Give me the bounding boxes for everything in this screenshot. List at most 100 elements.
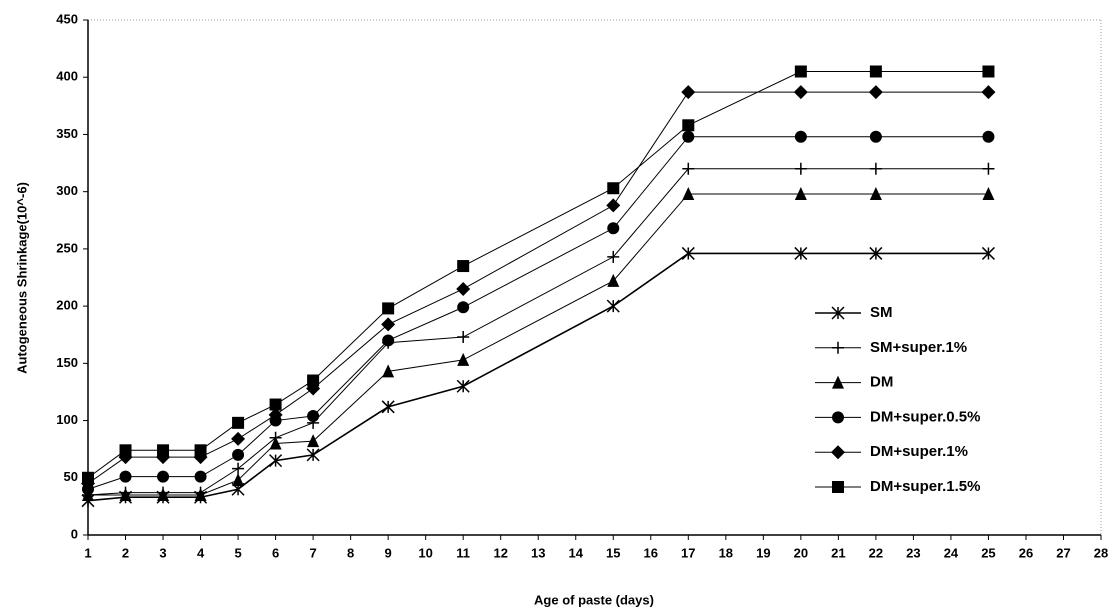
- marker: [457, 352, 470, 366]
- marker: [194, 487, 207, 501]
- marker: [194, 470, 207, 483]
- marker: [381, 317, 396, 332]
- marker: [831, 306, 845, 320]
- x-tick-label: 6: [272, 545, 279, 560]
- marker: [232, 473, 245, 487]
- marker: [682, 162, 695, 175]
- marker: [119, 487, 132, 501]
- y-tick-label: 100: [56, 412, 78, 427]
- marker: [794, 186, 807, 200]
- marker: [832, 411, 844, 424]
- marker: [307, 409, 320, 422]
- x-tick-label: 3: [159, 545, 166, 560]
- y-tick-label: 250: [56, 240, 78, 255]
- marker: [82, 471, 94, 484]
- marker: [307, 374, 320, 387]
- x-tick-label: 27: [1056, 545, 1070, 560]
- marker: [306, 448, 320, 462]
- marker: [382, 364, 395, 378]
- x-tick-label: 13: [531, 545, 545, 560]
- marker: [231, 431, 246, 446]
- marker: [194, 444, 207, 457]
- x-axis-label: Age of paste (days): [534, 592, 654, 607]
- legend-label: DM+super.0.5%: [870, 408, 980, 425]
- marker: [982, 130, 995, 143]
- legend-label: DM+super.1.5%: [870, 478, 980, 495]
- marker: [269, 398, 282, 411]
- y-tick-label: 300: [56, 183, 78, 198]
- y-tick-label: 50: [64, 469, 78, 484]
- marker: [119, 444, 132, 457]
- marker: [232, 448, 245, 461]
- marker: [793, 85, 808, 100]
- marker: [606, 299, 620, 313]
- y-tick-label: 0: [71, 526, 78, 541]
- marker: [157, 487, 170, 501]
- legend-label: DM+super.1%: [870, 443, 968, 460]
- series-line: [87, 136, 989, 490]
- x-tick-label: 1: [84, 545, 91, 560]
- x-tick-label: 23: [906, 545, 920, 560]
- x-tick-label: 11: [456, 545, 470, 560]
- legend-label: SM: [870, 304, 893, 321]
- marker: [832, 481, 844, 493]
- x-tick-label: 18: [719, 545, 733, 560]
- marker: [869, 246, 883, 260]
- marker: [682, 130, 695, 143]
- marker: [607, 250, 620, 263]
- marker: [457, 301, 470, 314]
- x-tick-label: 9: [385, 545, 392, 560]
- x-tick-label: 20: [794, 545, 808, 560]
- marker: [607, 182, 620, 195]
- y-tick-label: 450: [56, 11, 78, 26]
- marker: [607, 273, 620, 287]
- x-tick-label: 24: [944, 545, 959, 560]
- marker: [832, 341, 844, 354]
- marker: [981, 85, 996, 100]
- x-tick-label: 26: [1019, 545, 1033, 560]
- marker: [457, 260, 470, 273]
- marker: [307, 434, 320, 448]
- marker: [119, 470, 132, 483]
- x-tick-label: 14: [569, 545, 584, 560]
- x-tick-label: 21: [831, 545, 845, 560]
- y-tick-label: 350: [56, 126, 78, 141]
- marker: [269, 454, 283, 468]
- x-tick-label: 7: [309, 545, 316, 560]
- marker: [869, 186, 882, 200]
- legend-label: SM+super.1%: [870, 339, 967, 356]
- x-tick-label: 25: [981, 545, 995, 560]
- x-tick-label: 4: [197, 545, 205, 560]
- marker: [794, 65, 807, 78]
- x-tick-label: 10: [418, 545, 432, 560]
- x-tick-label: 2: [122, 545, 129, 560]
- x-tick-label: 22: [869, 545, 883, 560]
- marker: [456, 379, 470, 393]
- series-line: [87, 71, 989, 479]
- x-tick-label: 5: [234, 545, 241, 560]
- series-line: [87, 168, 989, 496]
- x-tick-label: 8: [347, 545, 354, 560]
- marker: [794, 130, 807, 143]
- marker: [869, 65, 882, 78]
- marker: [681, 246, 695, 260]
- marker: [382, 334, 395, 347]
- marker: [456, 281, 471, 296]
- marker: [982, 65, 995, 78]
- x-tick-label: 12: [493, 545, 507, 560]
- marker: [682, 119, 695, 132]
- marker: [869, 162, 882, 175]
- marker: [794, 162, 807, 175]
- x-tick-label: 17: [681, 545, 695, 560]
- marker: [268, 407, 283, 422]
- marker: [606, 198, 621, 213]
- marker: [232, 462, 245, 475]
- x-tick-label: 19: [756, 545, 770, 560]
- y-tick-label: 200: [56, 298, 78, 313]
- marker: [269, 436, 282, 450]
- marker: [794, 246, 808, 260]
- marker: [831, 445, 845, 460]
- series-line: [87, 91, 989, 484]
- marker: [382, 302, 395, 315]
